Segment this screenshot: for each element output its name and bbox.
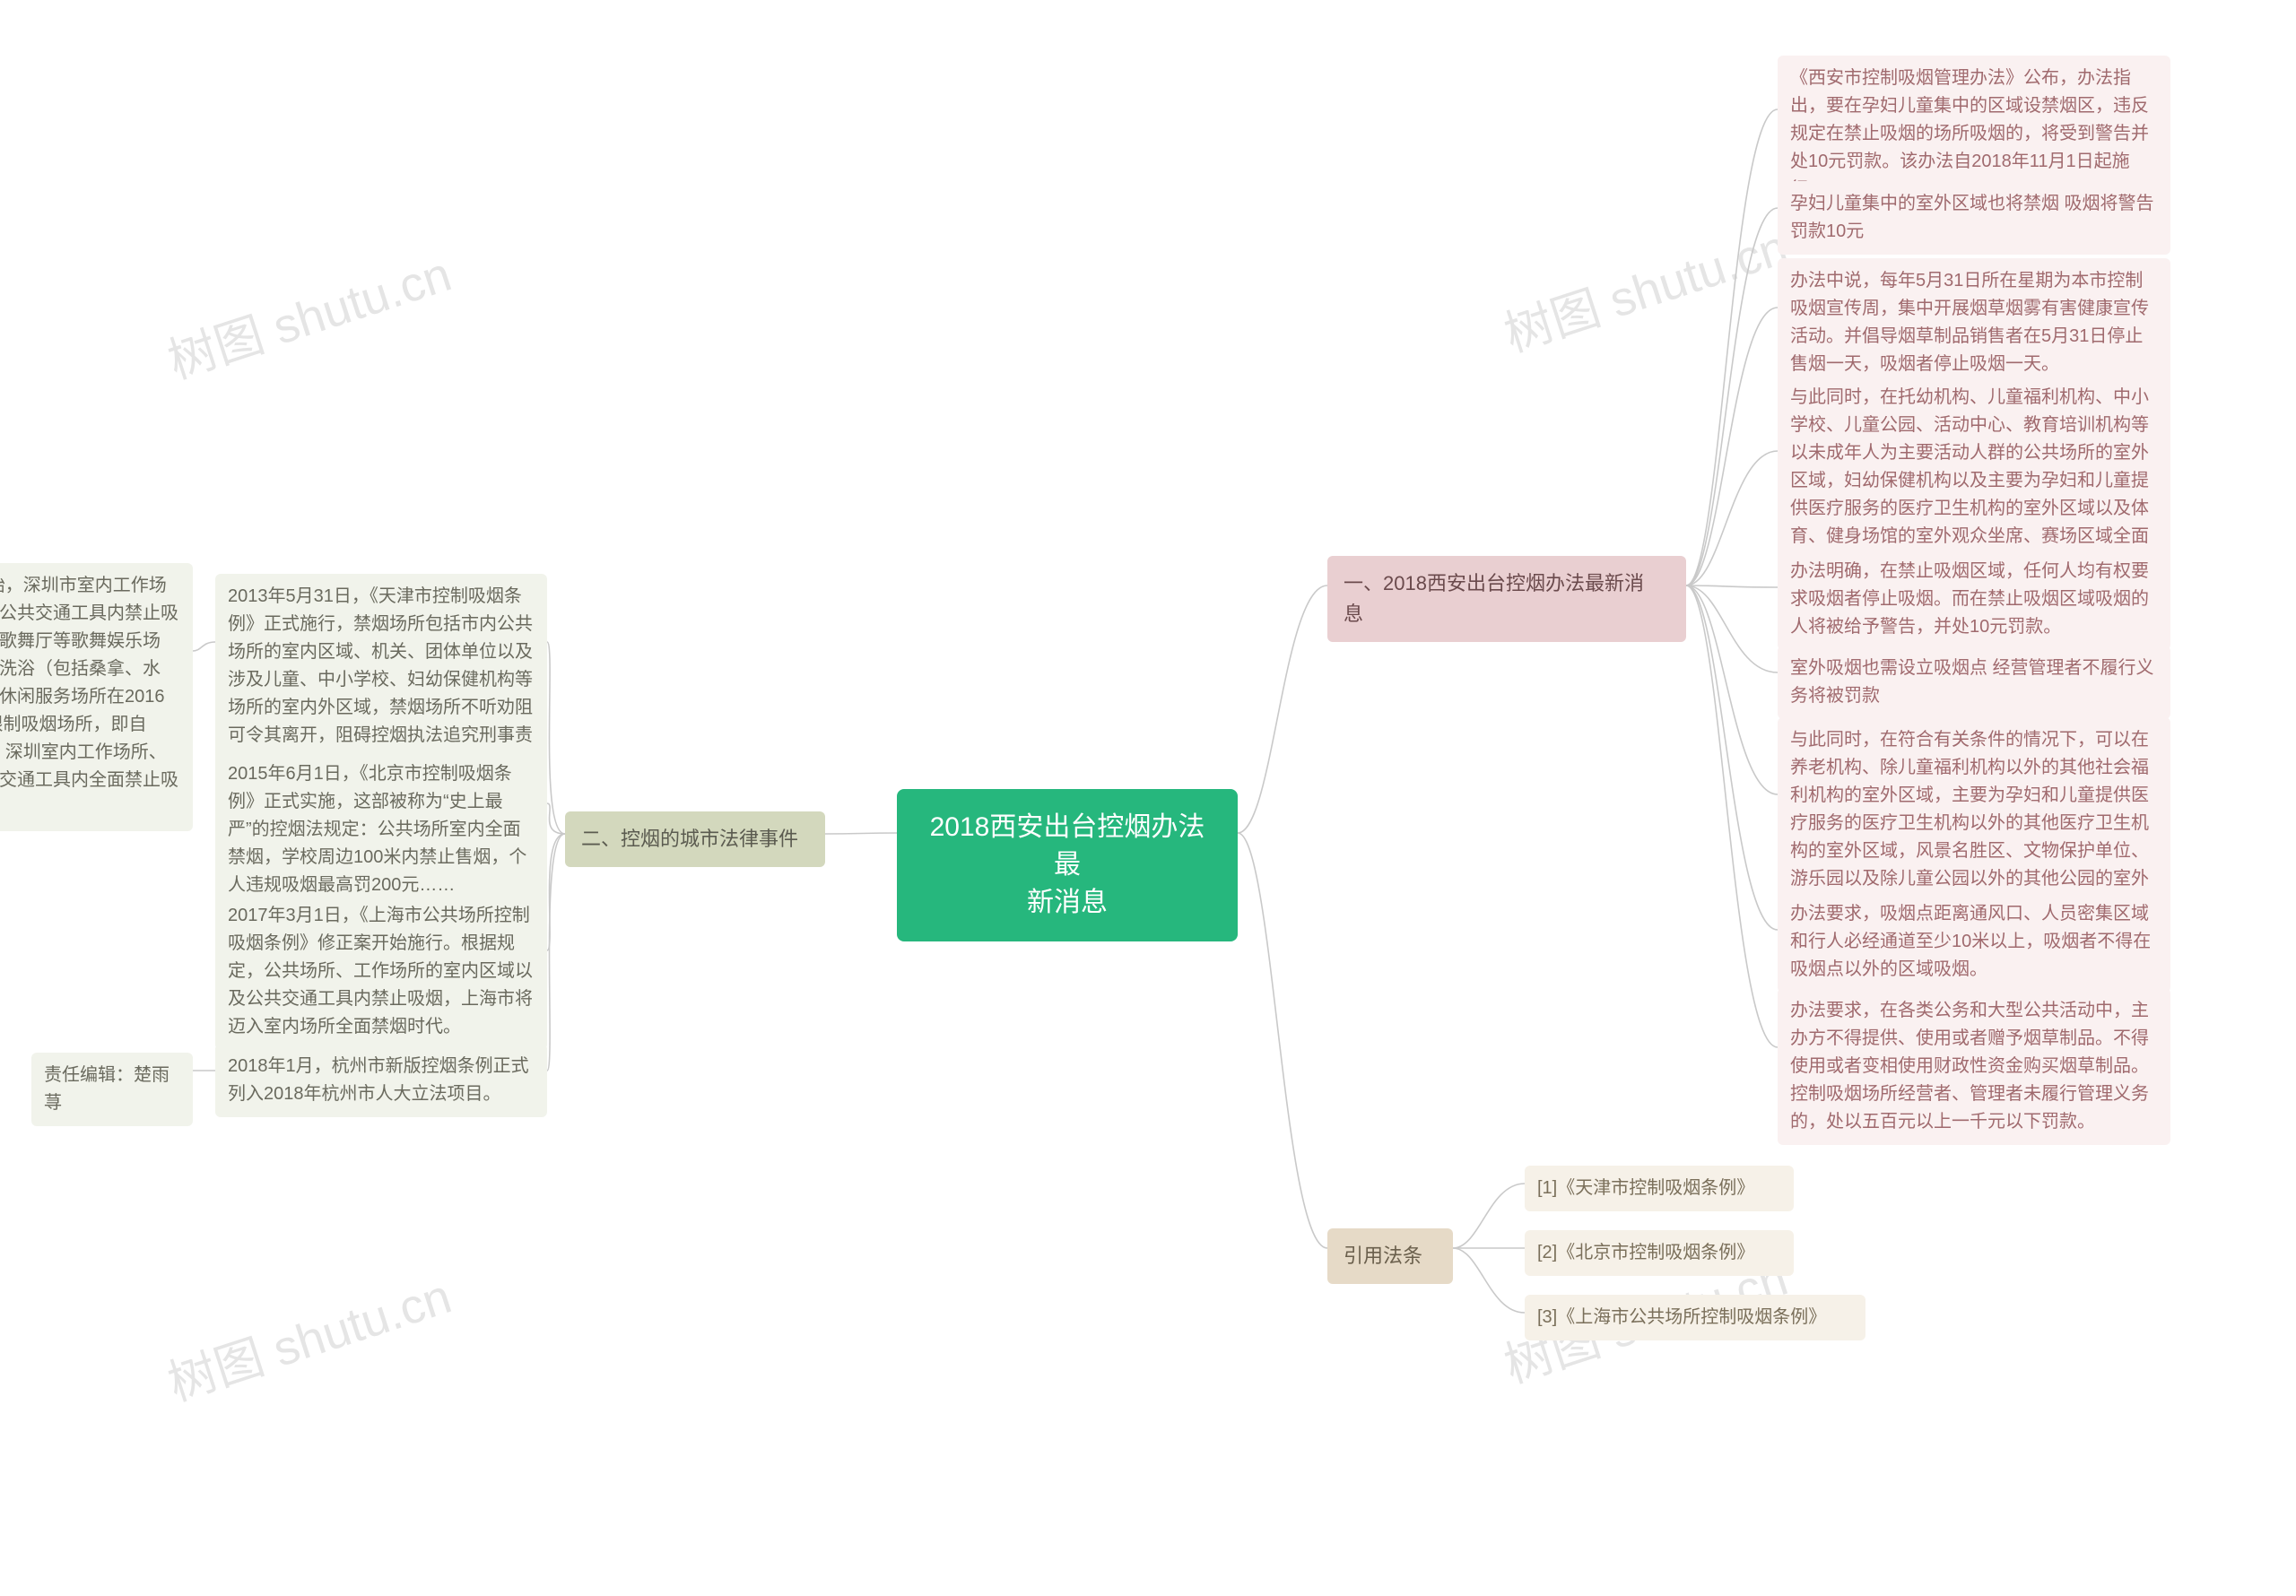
leaf-node[interactable]: 孕妇儿童集中的室外区域也将禁烟 吸烟将警告罚款10元 bbox=[1778, 181, 2170, 255]
leaf-node[interactable]: 2018年1月，杭州市新版控烟条例正式列入2018年杭州市人大立法项目。 bbox=[215, 1044, 547, 1117]
leaf-node-side[interactable]: 责任编辑：楚雨荨 bbox=[31, 1053, 193, 1126]
leaf-node[interactable]: 办法要求，吸烟点距离通风口、人员密集区域和行人必经通道至少10米以上，吸烟者不得… bbox=[1778, 891, 2170, 993]
branch-section-1[interactable]: 一、2018西安出台控烟办法最新消息 bbox=[1327, 556, 1686, 642]
center-node[interactable]: 2018西安出台控烟办法最新消息 bbox=[897, 789, 1238, 941]
watermark: 树图 shutu.cn bbox=[158, 234, 459, 392]
branch-citations[interactable]: 引用法条 bbox=[1327, 1228, 1453, 1284]
leaf-node[interactable]: 室外吸烟也需设立吸烟点 经营管理者不履行义务将被罚款 bbox=[1778, 646, 2170, 719]
leaf-node[interactable]: 办法中说，每年5月31日所在星期为本市控制吸烟宣传周，集中开展烟草烟雾有害健康宣… bbox=[1778, 258, 2170, 387]
leaf-node[interactable]: 办法要求，在各类公务和大型公共活动中，主办方不得提供、使用或者赠予烟草制品。不得… bbox=[1778, 988, 2170, 1145]
leaf-node[interactable]: 办法明确，在禁止吸烟区域，任何人均有权要求吸烟者停止吸烟。而在禁止吸烟区域吸烟的… bbox=[1778, 549, 2170, 650]
leaf-node-side[interactable]: 自2014年3月1日开始，深圳市室内工作场所、室内公共场所及公共交通工具内禁止吸… bbox=[0, 563, 193, 831]
citation-leaf[interactable]: [1]《天津市控制吸烟条例》 bbox=[1525, 1166, 1794, 1211]
citation-leaf[interactable]: [3]《上海市公共场所控制吸烟条例》 bbox=[1525, 1295, 1866, 1340]
branch-section-2[interactable]: 二、控烟的城市法律事件 bbox=[565, 811, 825, 867]
leaf-node[interactable]: 2017年3月1日，《上海市公共场所控制吸烟条例》修正案开始施行。根据规定，公共… bbox=[215, 893, 547, 1050]
watermark: 树图 shutu.cn bbox=[158, 1256, 459, 1414]
citation-leaf[interactable]: [2]《北京市控制吸烟条例》 bbox=[1525, 1230, 1794, 1276]
leaf-node[interactable]: 2015年6月1日，《北京市控制吸烟条例》正式实施，这部被称为“史上最严”的控烟… bbox=[215, 751, 547, 908]
watermark: 树图 shutu.cn bbox=[1494, 207, 1796, 365]
